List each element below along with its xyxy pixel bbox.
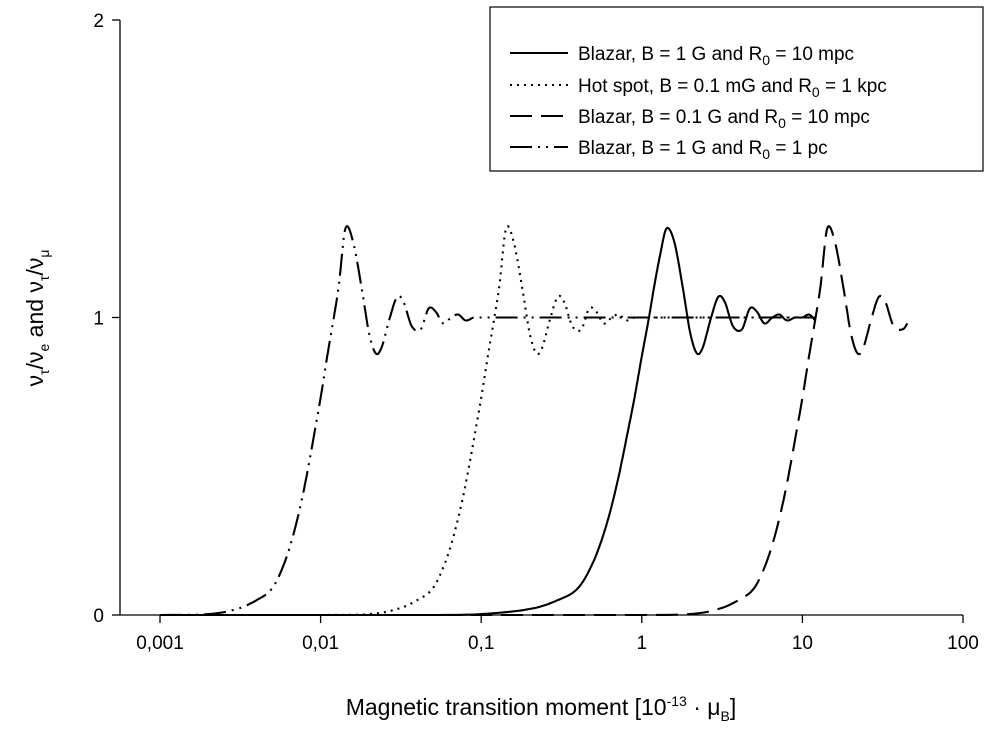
y-tick-label-1: 1 <box>93 309 104 330</box>
legend-entry-blazar-1g-1pc: Blazar, B = 1 G and R0 = 1 pc <box>510 138 828 162</box>
x-ticks: 0,001 0,01 0,1 1 10 100 <box>136 615 979 654</box>
legend-entry-hot-spot: Hot spot, B = 0.1 mG and R0 = 1 kpc <box>510 76 887 100</box>
series-line-dash-dot-dot <box>160 225 816 617</box>
x-tick-label-3: 1 <box>637 633 648 654</box>
y-tick-label-0: 0 <box>93 606 104 627</box>
x-tick-label-1: 0,01 <box>302 633 339 654</box>
series-line-dotted <box>160 225 816 617</box>
legend-label: Blazar, B = 1 G and R0 = 1 pc <box>578 138 828 162</box>
legend-box <box>489 6 984 172</box>
y-axis-title: ντ/νe and ντ/νμ <box>22 250 52 387</box>
x-axis-title: Magnetic transition moment [10-13 · μB] <box>346 693 737 724</box>
legend: Blazar, B = 1 G and R0 = 10 mpc Hot spot… <box>489 6 984 172</box>
legend-entry-blazar-0.1g-10mpc: Blazar, B = 0.1 G and R0 = 10 mpc <box>510 107 870 131</box>
series-line-dashed <box>160 225 909 617</box>
x-tick-label-0: 0,001 <box>136 633 184 654</box>
x-tick-label-2: 0,1 <box>468 633 494 654</box>
curves <box>160 225 909 617</box>
x-tick-label-5: 100 <box>947 633 979 654</box>
legend-entry-blazar-1g-10mpc: Blazar, B = 1 G and R0 = 10 mpc <box>510 44 854 68</box>
legend-label: Blazar, B = 0.1 G and R0 = 10 mpc <box>578 107 870 131</box>
series-line-solid <box>160 226 816 617</box>
y-tick-label-2: 2 <box>93 11 104 32</box>
y-ticks: 0 1 2 <box>93 11 120 627</box>
legend-label: Blazar, B = 1 G and R0 = 10 mpc <box>578 44 854 68</box>
x-tick-label-4: 10 <box>792 633 813 654</box>
legend-label: Hot spot, B = 0.1 mG and R0 = 1 kpc <box>578 76 887 100</box>
